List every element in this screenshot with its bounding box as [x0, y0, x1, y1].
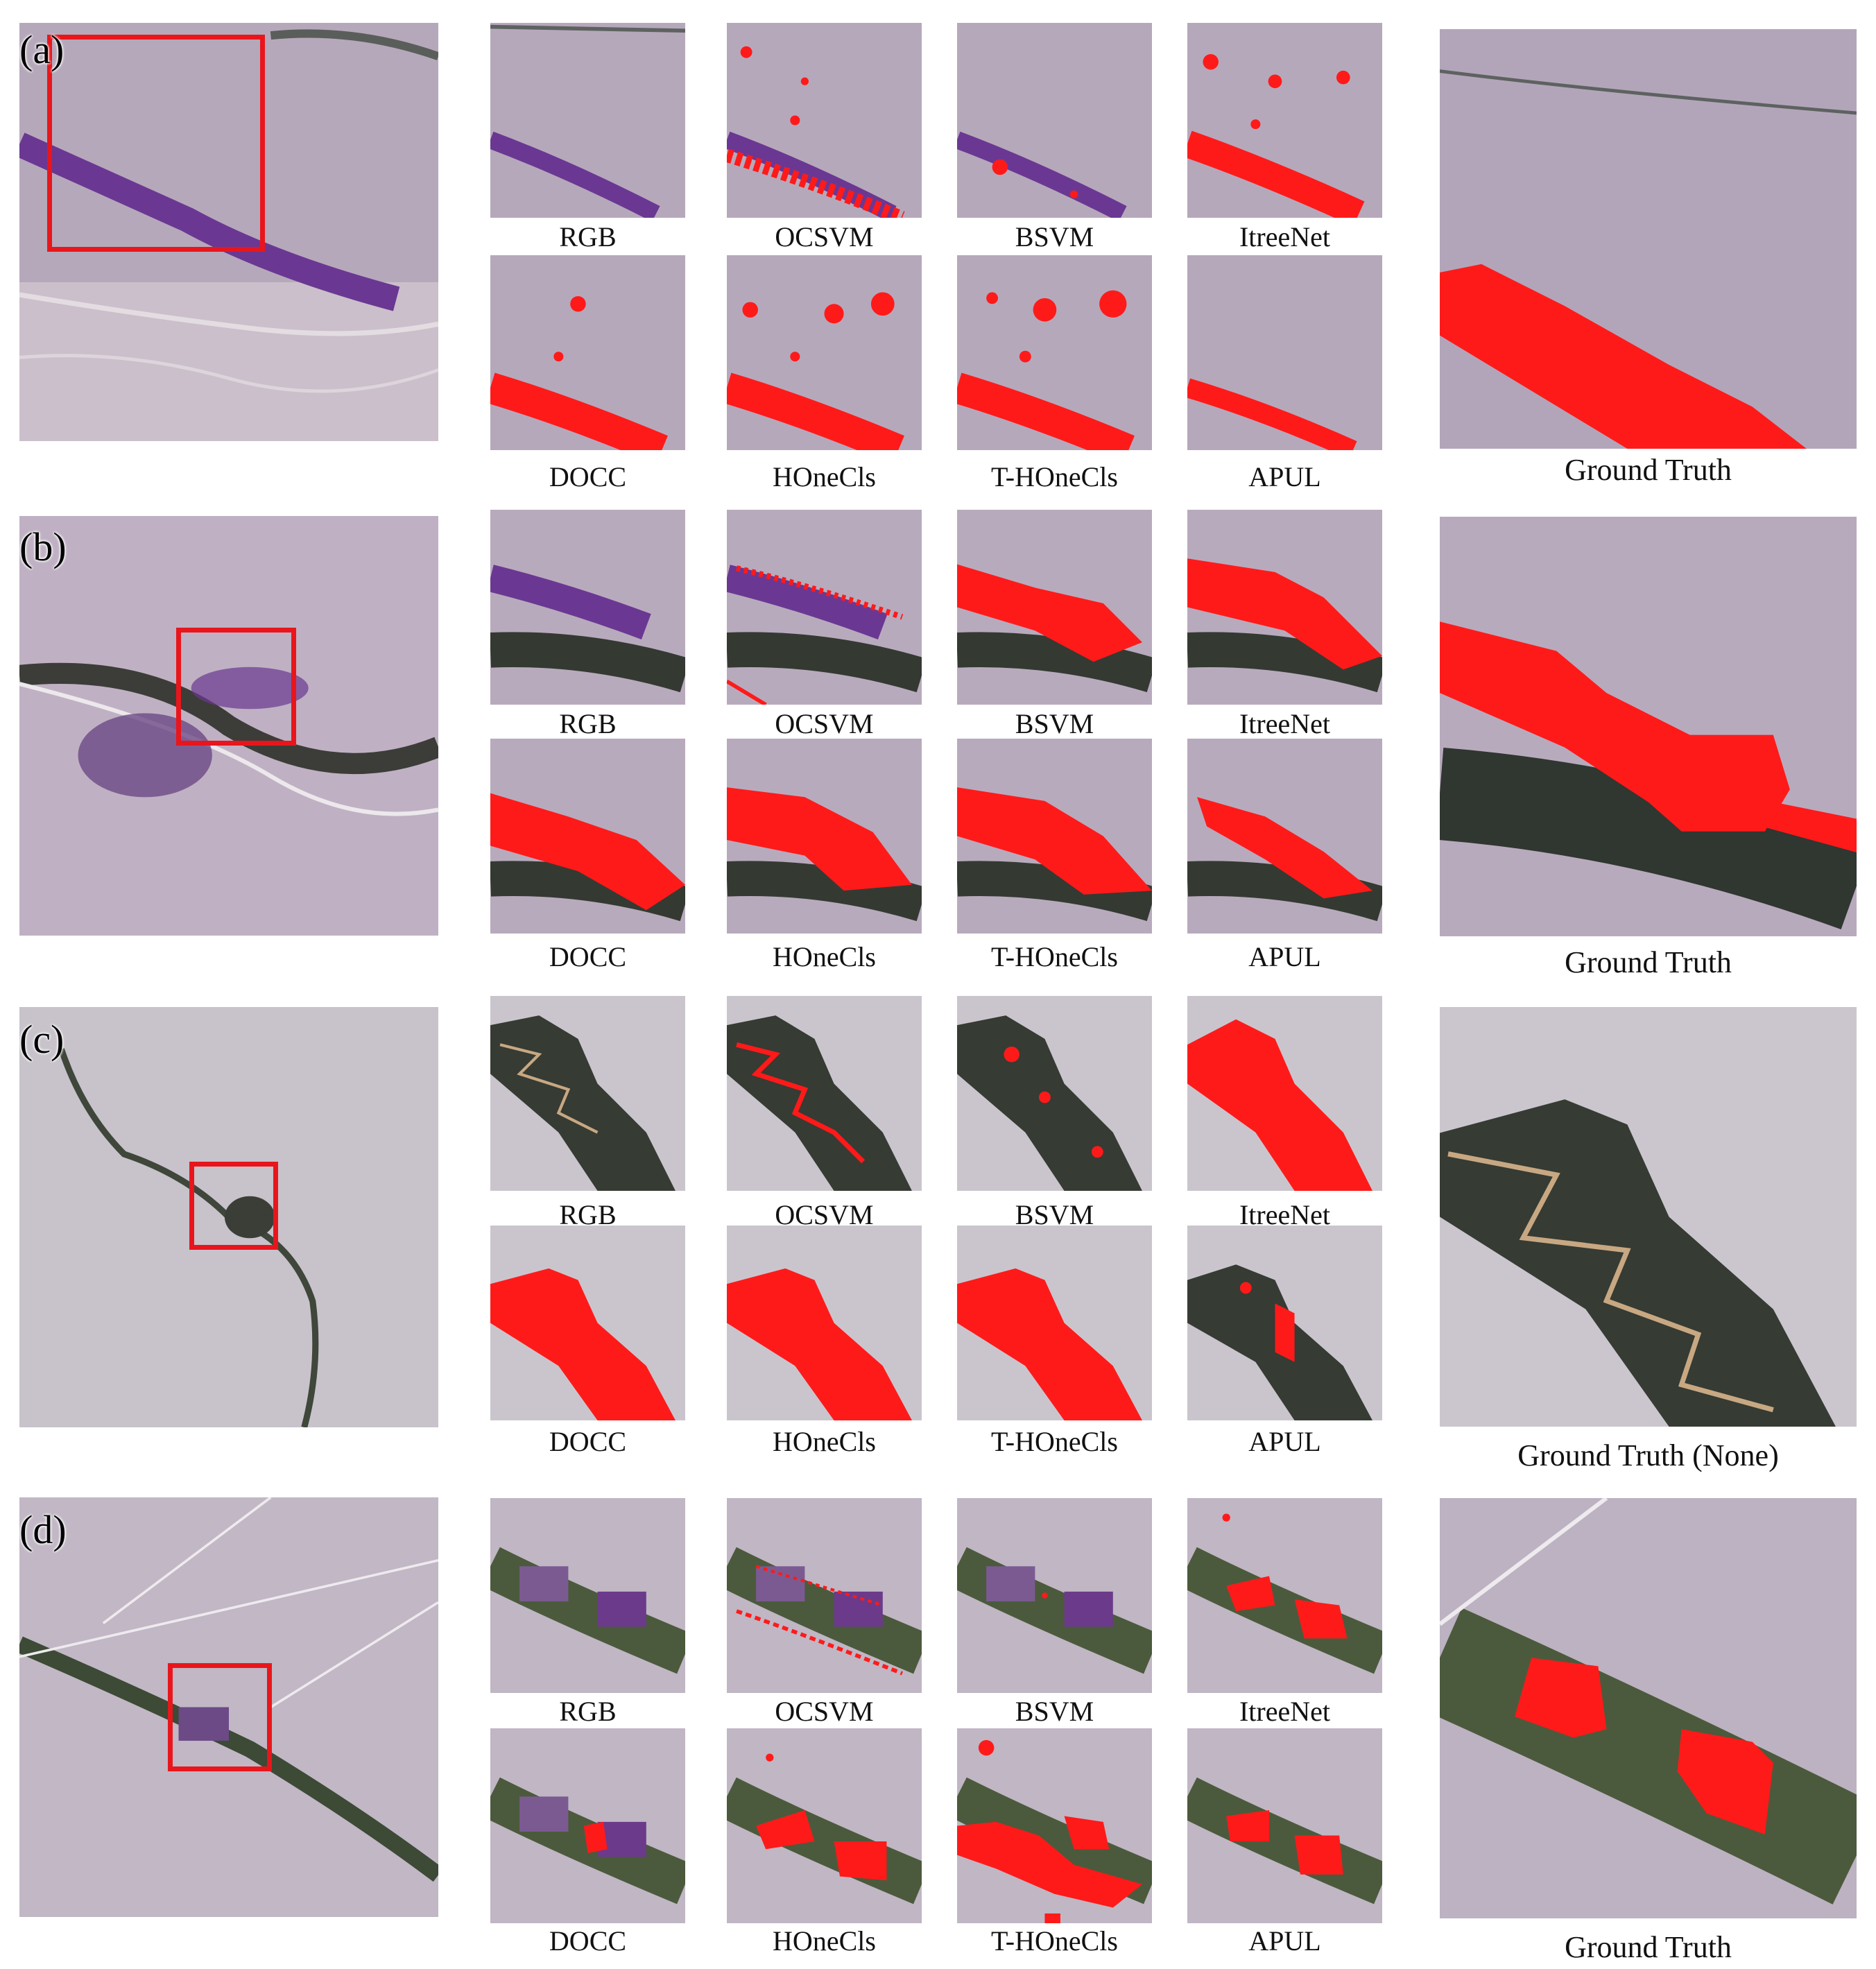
panel-d-itreenet-tile	[1187, 1498, 1382, 1693]
panel-b-ground-truth-tile	[1440, 517, 1857, 936]
panel-c-caption-honecls: HOneCls	[773, 1426, 876, 1457]
panel-b-roi-box	[176, 628, 296, 746]
panel-b-caption-docc: DOCC	[549, 941, 627, 972]
panel-d-docc-tile	[490, 1728, 685, 1923]
panel-d-ground-truth-caption: Ground Truth	[1565, 1930, 1732, 1964]
panel-a-caption-thonecls: T-HOneCls	[991, 461, 1118, 492]
panel-c-label: (c)	[19, 1017, 64, 1062]
panel-a-caption-ocsvm: OCSVM	[775, 221, 874, 252]
panel-b-caption-bsvm: BSVM	[1015, 708, 1094, 739]
panel-b-apul-tile	[1187, 739, 1382, 934]
panel-b-caption-ocsvm: OCSVM	[775, 708, 874, 739]
panel-a-apul-tile	[1187, 255, 1382, 450]
panel-d-rgb-tile	[490, 1498, 685, 1693]
panel-c-ocsvm-tile	[727, 996, 922, 1191]
panel-a-caption-honecls: HOneCls	[773, 461, 876, 492]
panel-b-caption-apul: APUL	[1248, 941, 1321, 972]
panel-c-docc-tile	[490, 1226, 685, 1420]
panel-c-caption-bsvm: BSVM	[1015, 1199, 1094, 1230]
panel-c-rgb-tile	[490, 996, 685, 1191]
panel-a-caption-rgb: RGB	[559, 221, 617, 252]
panel-a-caption-apul: APUL	[1248, 461, 1321, 492]
panel-a-ground-truth-tile	[1440, 29, 1857, 449]
panel-d-ground-truth-tile	[1440, 1498, 1857, 1918]
panel-a-rgb-tile	[490, 23, 685, 218]
panel-d-ocsvm-tile	[727, 1498, 922, 1693]
panel-a-overview	[19, 23, 438, 441]
panel-c-overview	[19, 1007, 438, 1427]
panel-c-caption-apul: APUL	[1248, 1426, 1321, 1457]
panel-a-roi-box	[47, 35, 265, 252]
panel-d-caption-bsvm: BSVM	[1015, 1696, 1094, 1727]
panel-a-thonecls-tile	[957, 255, 1152, 450]
panel-c-caption-thonecls: T-HOneCls	[991, 1426, 1118, 1457]
panel-c-roi-box	[189, 1162, 278, 1250]
panel-a-ocsvm-tile	[727, 23, 922, 218]
panel-c-bsvm-tile	[957, 996, 1152, 1191]
panel-d-thonecls-tile	[957, 1728, 1152, 1923]
panel-c-caption-docc: DOCC	[549, 1426, 627, 1457]
panel-a-caption-bsvm: BSVM	[1015, 221, 1094, 252]
panel-d-bsvm-tile	[957, 1498, 1152, 1693]
panel-b-bsvm-tile	[957, 510, 1152, 705]
panel-b-ocsvm-tile	[727, 510, 922, 705]
panel-b-docc-tile	[490, 739, 685, 934]
panel-b-caption-rgb: RGB	[559, 708, 617, 739]
panel-a-honecls-tile	[727, 255, 922, 450]
panel-d-caption-honecls: HOneCls	[773, 1925, 876, 1957]
panel-b-ground-truth-caption: Ground Truth	[1565, 945, 1732, 979]
panel-c-ground-truth-caption: Ground Truth (None)	[1517, 1438, 1779, 1472]
panel-d-caption-itreenet: ItreeNet	[1239, 1696, 1330, 1727]
panel-a-itreenet-tile	[1187, 23, 1382, 218]
panel-c-ground-truth-tile	[1440, 1007, 1857, 1427]
panel-c-honecls-tile	[727, 1226, 922, 1420]
panel-b-caption-itreenet: ItreeNet	[1239, 708, 1330, 739]
panel-a-label: (a)	[19, 27, 64, 72]
panel-d-caption-thonecls: T-HOneCls	[991, 1925, 1118, 1957]
panel-d-caption-ocsvm: OCSVM	[775, 1696, 874, 1727]
panel-b-overview	[19, 516, 438, 936]
panel-c-apul-tile	[1187, 1226, 1382, 1420]
panel-c-itreenet-tile	[1187, 996, 1382, 1191]
panel-d-overview	[19, 1497, 438, 1917]
panel-b-caption-thonecls: T-HOneCls	[991, 941, 1118, 972]
panel-a-caption-itreenet: ItreeNet	[1239, 221, 1330, 252]
panel-d-label: (d)	[19, 1507, 67, 1552]
panel-a-ground-truth-caption: Ground Truth	[1565, 453, 1732, 487]
panel-b-rgb-tile	[490, 510, 685, 705]
panel-d-honecls-tile	[727, 1728, 922, 1923]
panel-b-honecls-tile	[727, 739, 922, 934]
panel-d-caption-docc: DOCC	[549, 1925, 627, 1957]
panel-c-caption-itreenet: ItreeNet	[1239, 1199, 1330, 1230]
panel-d-caption-apul: APUL	[1248, 1925, 1321, 1957]
panel-d-caption-rgb: RGB	[559, 1696, 617, 1727]
panel-a-bsvm-tile	[957, 23, 1152, 218]
panel-d-apul-tile	[1187, 1728, 1382, 1923]
panel-c-caption-rgb: RGB	[559, 1199, 617, 1230]
panel-b-label: (b)	[19, 524, 67, 569]
panel-b-thonecls-tile	[957, 739, 1152, 934]
panel-a-caption-docc: DOCC	[549, 461, 627, 492]
panel-a-docc-tile	[490, 255, 685, 450]
panel-d-roi-box	[168, 1663, 272, 1771]
panel-b-itreenet-tile	[1187, 510, 1382, 705]
panel-b-caption-honecls: HOneCls	[773, 941, 876, 972]
panel-c-caption-ocsvm: OCSVM	[775, 1199, 874, 1230]
panel-c-thonecls-tile	[957, 1226, 1152, 1420]
